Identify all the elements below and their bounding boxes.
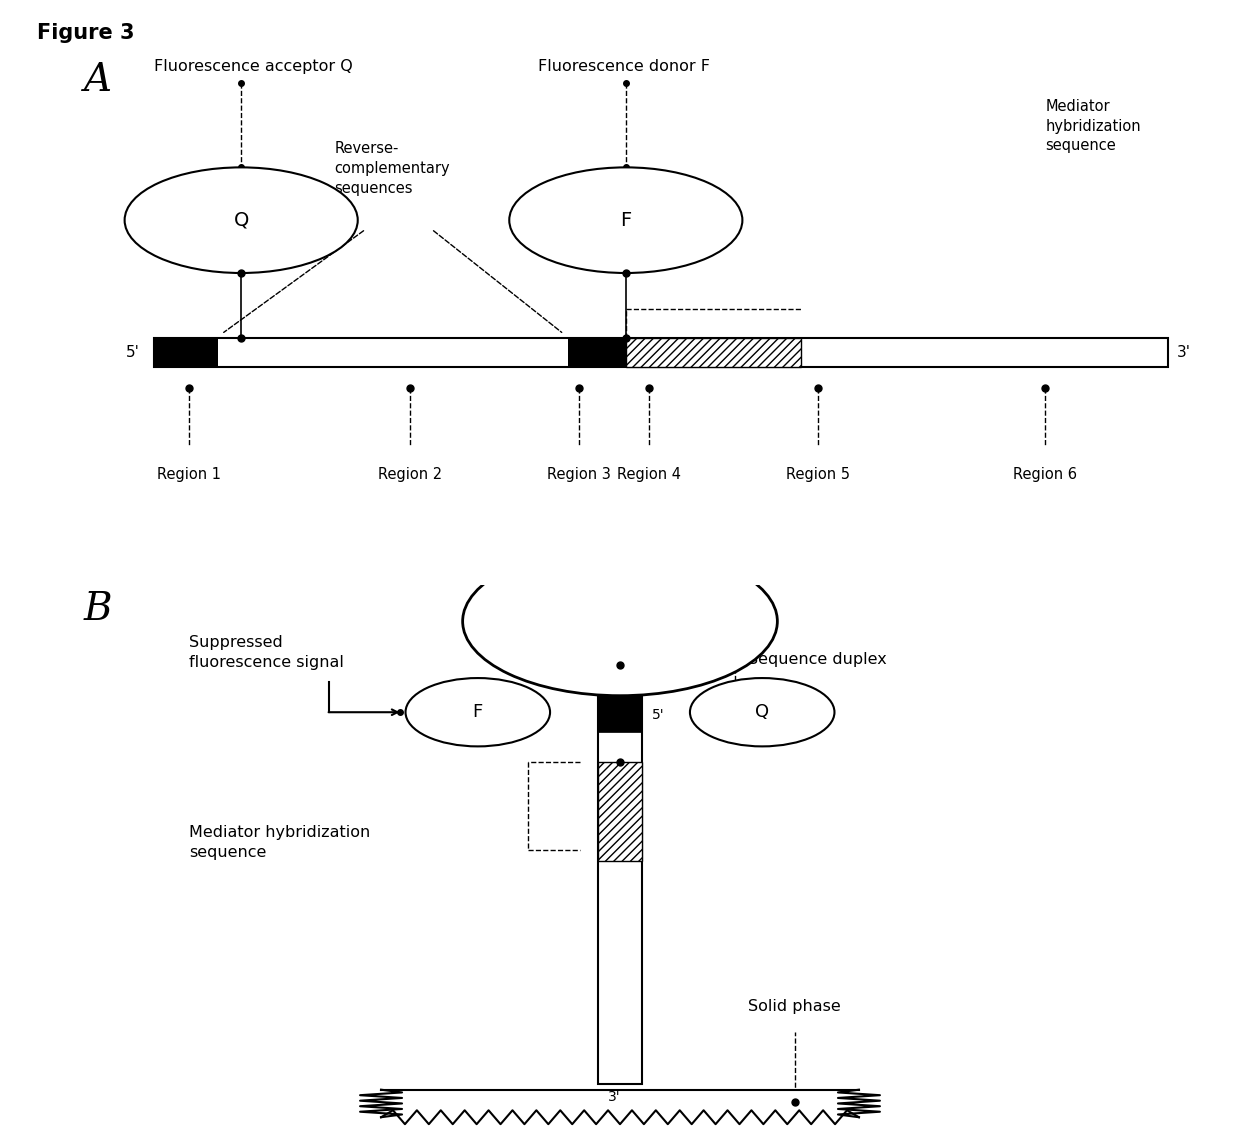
- Text: 5': 5': [126, 344, 140, 359]
- Text: F: F: [472, 704, 482, 721]
- Text: Sequence duplex: Sequence duplex: [748, 652, 887, 667]
- Text: Reverse-
complementary
sequences: Reverse- complementary sequences: [335, 141, 450, 195]
- Bar: [598, 762, 642, 861]
- Text: F: F: [620, 211, 631, 230]
- Circle shape: [689, 678, 835, 746]
- Circle shape: [510, 168, 743, 273]
- Bar: [626, 338, 801, 366]
- Text: Mediator hybridization
sequence: Mediator hybridization sequence: [188, 825, 370, 860]
- Text: 3': 3': [1177, 344, 1192, 359]
- Text: Fluorescence acceptor Q: Fluorescence acceptor Q: [154, 60, 352, 75]
- Circle shape: [124, 168, 357, 273]
- Text: 3': 3': [608, 1089, 620, 1103]
- Text: A: A: [84, 62, 112, 99]
- Circle shape: [405, 678, 551, 746]
- Text: Region 4: Region 4: [618, 467, 681, 482]
- Text: Region 5: Region 5: [786, 467, 851, 482]
- Text: Region 2: Region 2: [378, 467, 443, 482]
- Text: Mediator
hybridization
sequence: Mediator hybridization sequence: [1045, 99, 1141, 154]
- Circle shape: [463, 546, 777, 696]
- Text: Fluorescence donor F: Fluorescence donor F: [538, 60, 711, 75]
- Text: 5': 5': [651, 708, 665, 722]
- Bar: [598, 666, 642, 1084]
- Text: Figure 3: Figure 3: [37, 23, 135, 42]
- Text: Region 1: Region 1: [156, 467, 221, 482]
- Text: Q: Q: [755, 704, 769, 721]
- Text: Region 3: Region 3: [547, 467, 611, 482]
- Text: Suppressed
fluorescence signal: Suppressed fluorescence signal: [188, 635, 343, 670]
- Bar: [154, 338, 218, 366]
- Text: Region 6: Region 6: [1013, 467, 1078, 482]
- Bar: [568, 338, 626, 366]
- Bar: [598, 666, 642, 731]
- Text: Q: Q: [233, 211, 249, 230]
- Bar: [381, 1089, 859, 1117]
- Bar: [154, 338, 1168, 366]
- Text: Solid phase: Solid phase: [748, 999, 841, 1014]
- Text: B: B: [84, 591, 113, 628]
